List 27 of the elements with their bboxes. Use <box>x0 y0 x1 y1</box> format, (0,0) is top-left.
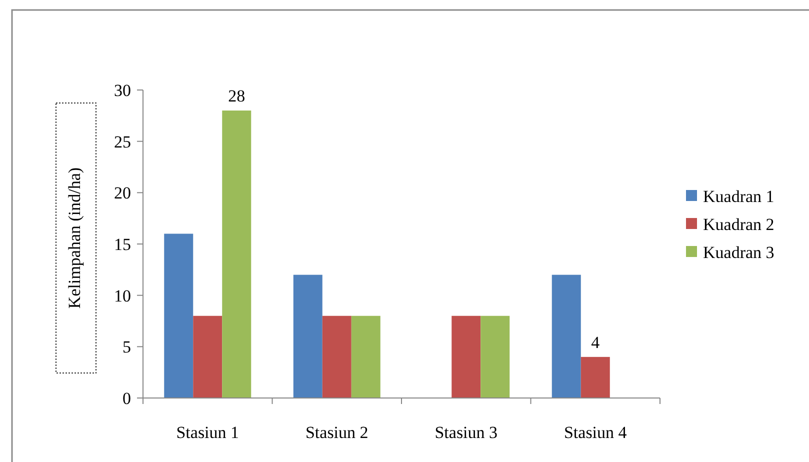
y-axis-title: Kelimpahan (ind/ha) <box>65 167 84 309</box>
x-tick-label: Stasiun 1 <box>176 423 240 442</box>
bar <box>222 110 252 398</box>
legend-label: Kuadran 1 <box>703 186 774 206</box>
bar <box>580 356 610 398</box>
bar <box>322 316 352 398</box>
bar <box>193 316 222 398</box>
y-tick-label: 30 <box>114 80 131 100</box>
bar <box>293 274 322 398</box>
bar <box>164 234 194 398</box>
legend-label: Kuadran 3 <box>703 242 774 262</box>
bar <box>552 274 581 398</box>
legend-label: Kuadran 2 <box>703 214 774 234</box>
y-tick-label: 15 <box>114 234 131 254</box>
data-label: 28 <box>228 86 246 106</box>
y-tick-label: 25 <box>114 132 131 152</box>
bar <box>480 316 510 398</box>
y-tick-label: 0 <box>122 388 131 408</box>
x-tick-label: Stasiun 4 <box>564 423 628 442</box>
x-tick-label: Stasiun 2 <box>305 423 368 442</box>
data-label: 4 <box>591 332 600 352</box>
y-tick-label: 5 <box>122 338 131 357</box>
y-tick-label: 10 <box>114 286 131 306</box>
y-tick-label: 20 <box>114 184 131 203</box>
bar <box>351 316 380 398</box>
x-tick-label: Stasiun 3 <box>434 423 498 442</box>
bar <box>452 316 481 398</box>
